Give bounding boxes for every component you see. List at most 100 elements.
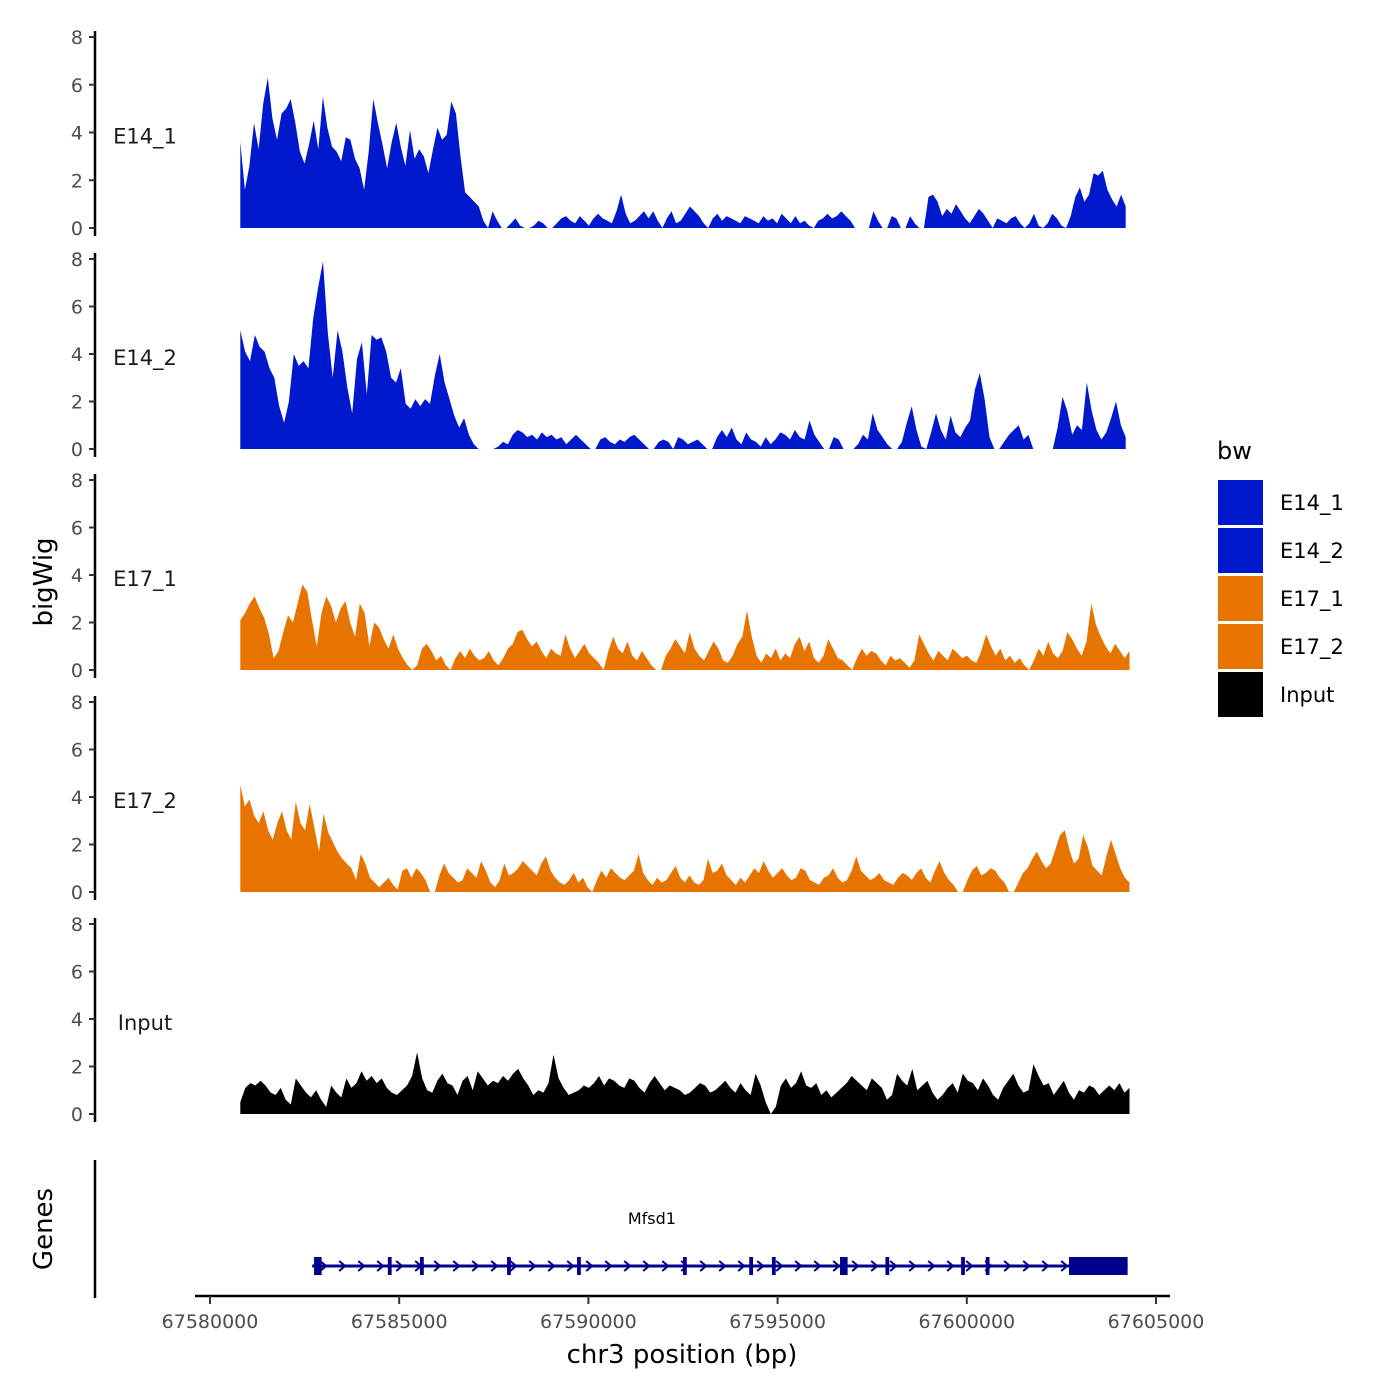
signal-area-Input [240,1052,1130,1114]
legend-item-E17_2: E17_2 [1218,624,1344,669]
track-label: E14_1 [113,124,177,149]
y-tick-label: 2 [71,613,83,635]
strand-arrow [433,1260,442,1272]
x-tick-label: 67600000 [918,1311,1015,1333]
exon [885,1257,890,1275]
strand-arrow [908,1260,917,1272]
strand-arrow [927,1260,936,1272]
y-tick-label: 6 [71,962,83,984]
y-tick-label: 4 [71,787,83,809]
y-tick-label: 0 [71,882,83,904]
strand-arrow [642,1260,651,1272]
x-tick-label: 67595000 [729,1311,826,1333]
x-tick-label: 67605000 [1108,1311,1205,1333]
legend-label: E14_2 [1280,539,1344,564]
legend-item-E14_1: E14_1 [1218,480,1344,525]
genes-track-title: Genes [29,1188,59,1270]
y-tick-label: 0 [71,1104,83,1126]
signal-tracks: 0 2 4 6 8 E14_1 0 2 4 6 8 E14_2 0 2 4 6 8 E17_1 0 2 4 6 8 E17_2… [71,27,1130,1126]
strand-arrow [566,1260,575,1272]
strand-arrow [718,1260,727,1272]
legend-swatch [1218,480,1263,525]
strand-arrow [338,1260,347,1272]
strand-arrow [490,1260,499,1272]
strand-arrow [547,1260,556,1272]
legend-item-Input: Input [1218,672,1334,717]
strand-arrow [661,1260,670,1272]
strand-arrow [965,1260,974,1272]
strand-arrow [623,1260,632,1272]
strand-arrow [509,1260,518,1272]
y-tick-label: 2 [71,1057,83,1079]
strand-arrow [528,1260,537,1272]
strand-arrow [357,1260,366,1272]
exon [749,1257,754,1275]
gene-label: Mfsd1 [628,1209,676,1228]
y-tick-label: 6 [71,75,83,97]
exon [577,1257,581,1275]
strand-arrow [889,1260,898,1272]
y-tick-label: 6 [71,297,83,319]
signal-area-E14_1 [240,77,1126,228]
y-tick-label: 2 [71,392,83,414]
legend-label: Input [1280,683,1334,707]
strand-arrow [1003,1260,1012,1272]
track-Input: 0 2 4 6 8 Input [71,914,1130,1126]
x-tick-label: 67585000 [351,1311,448,1333]
genes-track: Mfsd1 [93,1160,1128,1298]
track-E14_2: 0 2 4 6 8 E14_2 [71,249,1126,461]
y-tick-label: 8 [71,249,83,271]
strand-arrow [775,1260,784,1272]
exon [840,1257,848,1275]
y-tick-label: 2 [71,835,83,857]
y-tick-label: 0 [71,439,83,461]
track-E17_2: 0 2 4 6 8 E17_2 [71,692,1130,904]
x-axis-title: chr3 position (bp) [567,1340,798,1370]
strand-arrow [794,1260,803,1272]
legend-label: E17_2 [1280,635,1344,660]
exon [771,1257,776,1275]
track-label: E17_2 [113,789,177,814]
y-tick-label: 4 [71,1009,83,1031]
legend-swatch [1218,528,1263,573]
strand-arrow [1022,1260,1031,1272]
legend-swatch [1218,576,1263,621]
track-label: E17_1 [113,567,177,592]
x-tick-label: 67590000 [540,1311,637,1333]
exon [314,1257,322,1275]
strand-arrow [1041,1260,1050,1272]
strand-arrow [699,1260,708,1272]
strand-arrow [851,1260,860,1272]
y-tick-label: 0 [71,218,83,240]
legend-swatch [1218,624,1263,669]
exon [387,1257,392,1275]
strand-arrow [585,1260,594,1272]
y-tick-label: 6 [71,740,83,762]
legend-title: bw [1217,437,1252,465]
y-tick-label: 2 [71,170,83,192]
strand-arrow [870,1260,879,1272]
legend-label: E17_1 [1280,587,1344,612]
track-E17_1: 0 2 4 6 8 E17_1 [71,470,1130,682]
x-axis: 67580000 67585000 67590000 67595000 67600000… [162,1294,1205,1333]
y-tick-label: 8 [71,914,83,936]
strand-arrow [604,1260,613,1272]
y-tick-label: 6 [71,518,83,540]
strand-arrow [737,1260,746,1272]
strand-arrow [946,1260,955,1272]
y-tick-label: 4 [71,565,83,587]
signal-area-E17_1 [240,584,1130,670]
track-label: E14_2 [113,346,177,371]
y-tick-label: 8 [71,692,83,714]
strand-arrow [452,1260,461,1272]
legend: bw E14_1 E14_2 E17_1 E17_2 Input [1217,437,1344,717]
y-tick-label: 4 [71,123,83,145]
legend-label: E14_1 [1280,491,1344,516]
signal-area-E17_2 [240,785,1130,892]
legend-item-E14_2: E14_2 [1218,528,1344,573]
strand-arrow [832,1260,841,1272]
signal-area-E14_2 [240,261,1126,449]
legend-item-E17_1: E17_1 [1218,576,1344,621]
y-tick-label: 8 [71,470,83,492]
